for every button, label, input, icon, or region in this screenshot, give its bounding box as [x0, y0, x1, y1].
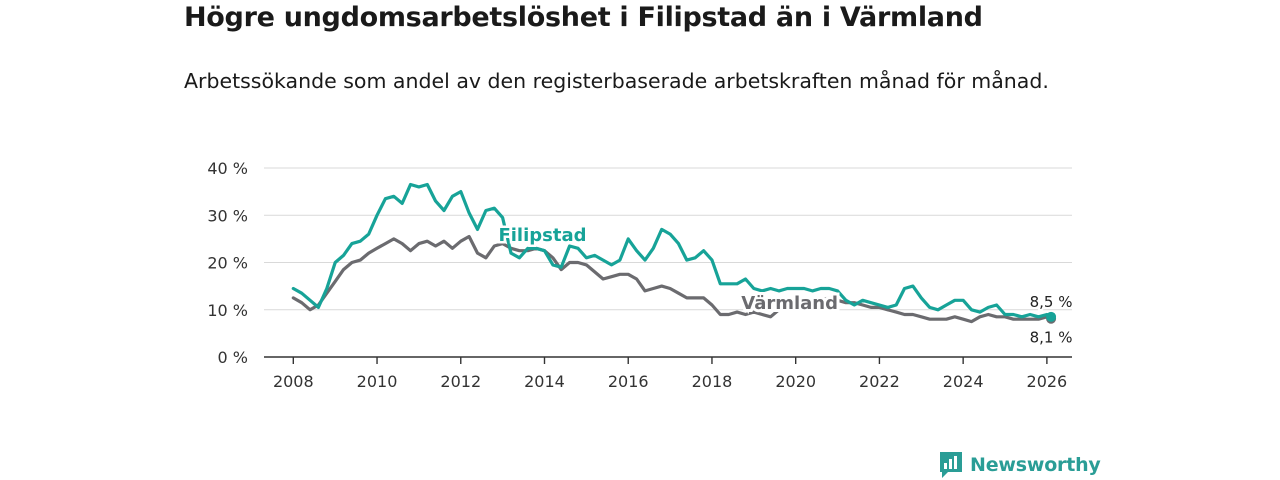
- y-tick-label: 40 %: [207, 159, 248, 178]
- x-tick-label: 2014: [524, 372, 565, 391]
- x-tick-label: 2020: [775, 372, 816, 391]
- series-name-label: Filipstad: [498, 225, 586, 246]
- x-tick-label: 2024: [943, 372, 984, 391]
- x-tick-label: 2012: [440, 372, 481, 391]
- y-axis-ticks: 0 % 10 % 20 % 30 % 40 %: [207, 159, 248, 367]
- chart-title: Högre ungdomsarbetslöshet i Filipstad än…: [184, 2, 983, 33]
- chart-subtitle: Arbetssökande som andel av den registerb…: [184, 69, 1049, 93]
- y-tick-label: 10 %: [207, 301, 248, 320]
- series-end-label: 8,1 %: [1030, 329, 1073, 347]
- series-line-filipstad: [291, 182, 1053, 319]
- y-tick-label: 30 %: [207, 206, 248, 225]
- x-axis: 2008 2010 2012 2014 2016 2018 2020 2022 2024 2026: [264, 356, 1072, 391]
- y-tick-label: 20 %: [207, 254, 248, 273]
- x-tick-label: 2018: [692, 372, 733, 391]
- x-tick-label: 2026: [1027, 372, 1068, 391]
- x-tick-label: 2022: [859, 372, 900, 391]
- x-tick-label: 2010: [357, 372, 398, 391]
- series-end-dot: [1046, 311, 1057, 322]
- x-tick-label: 2016: [608, 372, 649, 391]
- brand-name: Newsworthy: [970, 454, 1101, 476]
- series-labels: Filipstad Värmland 8,5 % 8,1 %: [496, 222, 1075, 348]
- newsworthy-logo[interactable]: Newsworthy: [938, 450, 1101, 480]
- y-tick-label: 0 %: [218, 348, 248, 367]
- series-line-varmland: [291, 234, 1053, 324]
- x-tick-label: 2008: [273, 372, 314, 391]
- newsworthy-logo-icon: [940, 452, 962, 478]
- series-end-label: 8,5 %: [1030, 293, 1073, 311]
- series-lines: [291, 182, 1057, 324]
- series-name-label: Värmland: [741, 293, 838, 314]
